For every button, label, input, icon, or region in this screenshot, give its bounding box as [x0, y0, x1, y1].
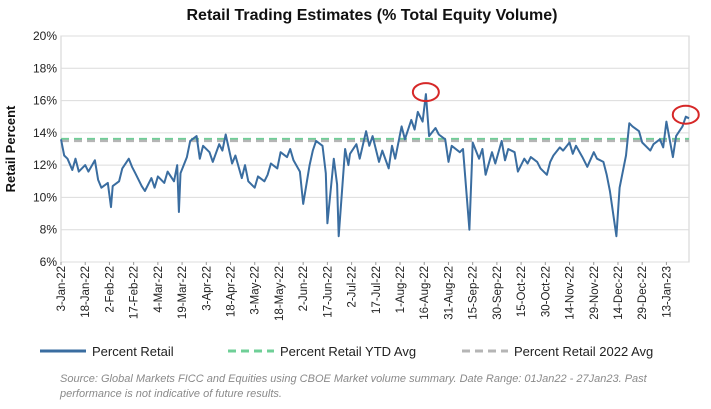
- reference-lines: [61, 137, 689, 143]
- x-tick-label: 2-Jun-22: [298, 266, 310, 311]
- x-tick-labels: 3-Jan-22 18-Jan-22 2-Feb-22 17-Feb-22 4-Mar-…: [56, 266, 673, 321]
- x-tick-label: 14-Nov-22: [565, 266, 577, 320]
- y-axis-label: Retail Percent: [3, 105, 18, 192]
- peak-highlight-circle: [411, 82, 440, 103]
- x-tick-label: 19-Mar-22: [177, 266, 189, 319]
- x-tick-label: 14-Dec-22: [613, 266, 625, 320]
- legend-label: Percent Retail 2022 Avg: [514, 344, 653, 359]
- x-tick-label: 31-Aug-22: [443, 266, 455, 320]
- x-tick-label: 18-May-22: [274, 266, 286, 321]
- x-tick-label: 15-Oct-22: [516, 266, 528, 317]
- x-tick-label: 17-Jul-22: [371, 266, 383, 314]
- y-tick-label: 18%: [33, 61, 57, 75]
- y-tick-label: 6%: [40, 255, 58, 269]
- grid-layer: [60, 35, 690, 265]
- x-tick-label: 18-Jan-22: [80, 266, 92, 318]
- y-tick-label: 12%: [33, 158, 57, 172]
- legend-label: Percent Retail: [92, 344, 174, 359]
- source-footnote: Source: Global Markets FICC and Equities…: [60, 373, 647, 400]
- x-tick-label: 4-Mar-22: [153, 266, 165, 313]
- x-tick-label: 13-Jan-23: [661, 266, 673, 318]
- y-tick-label: 16%: [33, 94, 57, 108]
- legend: Percent Retail Percent Retail YTD Avg Perc…: [40, 344, 653, 359]
- y-tick-label: 8%: [40, 223, 58, 237]
- x-tick-label: 2-Feb-22: [104, 266, 116, 313]
- legend-label: Percent Retail YTD Avg: [280, 344, 416, 359]
- y-tick-label: 20%: [33, 29, 57, 43]
- x-tick-label: 15-Sep-22: [468, 266, 480, 320]
- x-tick-label: 16-Aug-22: [419, 266, 431, 320]
- x-tick-label: 1-Aug-22: [395, 266, 407, 313]
- x-tick-label: 30-Sep-22: [492, 266, 504, 320]
- x-tick-label: 17-Feb-22: [129, 266, 141, 319]
- chart-title: Retail Trading Estimates (% Total Equity…: [186, 7, 557, 24]
- y-tick-labels: 6% 8% 10% 12% 14% 16% 18% 20%: [33, 29, 57, 269]
- x-tick-label: 30-Oct-22: [540, 266, 552, 317]
- x-tick-label: 2-Jul-22: [347, 266, 359, 308]
- x-tick-label: 29-Dec-22: [637, 266, 649, 320]
- x-tick-label: 29-Nov-22: [589, 266, 601, 320]
- x-tick-label: 3-Jan-22: [56, 266, 68, 311]
- y-tick-label: 14%: [33, 126, 57, 140]
- series-layer: [60, 93, 690, 238]
- peak-highlight-circle: [671, 104, 700, 125]
- x-tick-label: 17-Jun-22: [322, 266, 334, 318]
- x-tick-label: 18-Apr-22: [226, 266, 238, 317]
- percent-retail-line: [60, 93, 690, 238]
- x-tick-label: 3-May-22: [250, 266, 262, 315]
- x-tick-label: 3-Apr-22: [201, 266, 213, 311]
- highlight-markers: [411, 82, 700, 125]
- y-tick-label: 10%: [33, 190, 57, 204]
